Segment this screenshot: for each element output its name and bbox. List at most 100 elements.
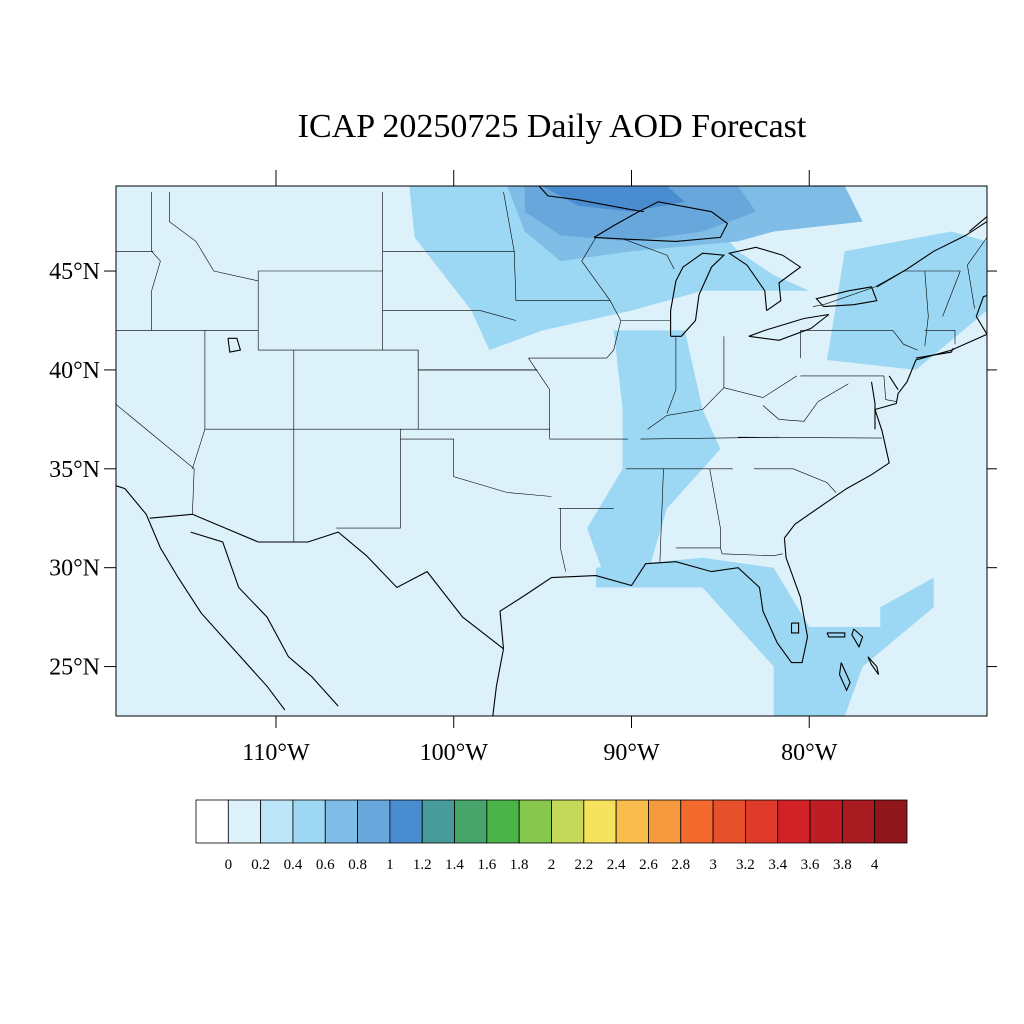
great-salt-lake: [227, 337, 242, 353]
delaware-bay: [888, 375, 899, 390]
bahamas-abaco: [851, 628, 864, 649]
colorbar-swatch: [583, 799, 617, 844]
colorbar-swatch: [874, 799, 908, 844]
colorbar-swatch: [809, 799, 843, 844]
state-wa-or: [116, 250, 154, 252]
us-mexico-border: [149, 513, 504, 650]
state-id-west: [151, 191, 161, 331]
colorbar-swatch: [227, 799, 262, 844]
chesapeake: [870, 381, 876, 430]
colorbar-swatch: [745, 799, 779, 844]
colorbar-label: 1.6: [477, 857, 496, 873]
us-canada-border: [116, 186, 644, 213]
state-wv-va: [762, 383, 849, 422]
colorbar-swatch: [615, 799, 649, 844]
colorbar-swatch: [486, 799, 520, 844]
lake-okeechobee: [790, 622, 800, 634]
state-ia: [515, 300, 622, 359]
bahamas-andros: [838, 662, 851, 692]
state-ohio-river: [647, 375, 797, 430]
map-border: [115, 185, 988, 717]
state-nd-mn: [503, 191, 517, 301]
colorbar-label: 1.2: [413, 857, 432, 873]
state-ny-vt-ma: [924, 270, 929, 347]
state-pa-ny: [800, 330, 918, 351]
aod-region-3: [595, 557, 934, 716]
state-ma-ct: [924, 330, 956, 345]
west-coast: [116, 485, 286, 711]
colorbar-swatch: [712, 799, 746, 844]
colorbar-swatch: [454, 799, 488, 844]
colorbar-swatch: [195, 799, 229, 844]
colorbar-label: 0: [225, 857, 233, 873]
state-ca-nv: [116, 403, 195, 515]
map-axes: 45°N 40°N 35°N 30°N 25°N 110°W 100°W 90°W 80°W: [49, 170, 997, 766]
colorbar-label: 0.4: [284, 857, 303, 873]
state-nh-me: [967, 265, 975, 309]
colorbar-swatch: [551, 799, 585, 844]
colorbar-label: 3: [709, 857, 717, 873]
colorbar-label: 2.4: [607, 857, 626, 873]
state-sd-ne: [382, 310, 516, 321]
colorbar-label: 2.6: [639, 857, 658, 873]
colorbar-label: 4: [871, 857, 879, 873]
lon-tick-label: 90°W: [603, 740, 660, 766]
lat-tick-label: 35°N: [49, 457, 100, 483]
colorbar-label: 1.8: [510, 857, 529, 873]
gulf-coast: [499, 294, 987, 664]
colorbar-label: 3.8: [833, 857, 852, 873]
lake-superior: [593, 201, 729, 242]
aod-region-2: [587, 330, 721, 578]
colorbar-swatch: [680, 799, 714, 844]
aod-region-7: [542, 186, 685, 212]
map-frame: [115, 185, 988, 717]
colorbar-label: 1: [386, 857, 394, 873]
colorbar-swatch: [518, 799, 552, 844]
aod-colorbar: 0 0.2 0.4 0.6 0.8 1 1.2 1.4 1.6 1.8 2 2.2 2.4 2.6 2.8 3…: [195, 799, 908, 873]
colorbar-swatch: [357, 799, 391, 844]
colorbar-swatch: [648, 799, 682, 844]
st-lawrence: [876, 220, 987, 288]
colorbar-label: 2.8: [671, 857, 690, 873]
lake-ontario: [815, 286, 878, 308]
bahamas-eleuthera: [867, 656, 880, 675]
lake-huron: [727, 246, 802, 312]
lon-tick-label: 100°W: [420, 740, 489, 766]
state-al-ga: [709, 468, 721, 548]
colorbar-swatch: [777, 799, 811, 844]
lat-tick-label: 45°N: [49, 259, 100, 285]
colorbar-label: 2: [548, 857, 556, 873]
colorbar-label: 3.2: [736, 857, 755, 873]
lon-tick-label: 110°W: [242, 740, 310, 766]
colorbar-swatch: [421, 799, 455, 844]
colorbar-swatch: [389, 799, 423, 844]
aod-region-1: [827, 231, 987, 370]
colorbar-swatch: [324, 799, 358, 844]
colorbar-swatch: [292, 799, 326, 844]
lat-tick-label: 40°N: [49, 358, 100, 384]
state-mi-wi: [624, 239, 675, 270]
state-va-nc: [738, 436, 883, 439]
colorbar-label: 1.4: [445, 857, 464, 873]
colorbar-label: 3.4: [768, 857, 787, 873]
lake-erie: [748, 313, 830, 341]
state-de-md: [883, 375, 897, 402]
mexico-gulf-coast: [492, 648, 505, 716]
state-ny-canada: [812, 270, 961, 307]
colorbar-label: 0.6: [316, 857, 335, 873]
state-il-in: [666, 336, 677, 414]
state-mn-wi: [581, 237, 611, 301]
lake-michigan: [670, 252, 726, 337]
colorbar-label: 0.8: [348, 857, 367, 873]
lon-tick-label: 80°W: [781, 740, 838, 766]
state-me-canada: [967, 236, 987, 266]
colorbar-swatch: [260, 799, 294, 844]
long-island: [915, 347, 954, 359]
lat-tick-label: 30°N: [49, 556, 100, 582]
colorbar-label: 0.2: [251, 857, 270, 873]
state-vt-nh: [942, 270, 961, 317]
state-ms-al: [659, 468, 664, 562]
bahamas-grand: [826, 632, 846, 638]
state-mo-west: [528, 357, 550, 440]
